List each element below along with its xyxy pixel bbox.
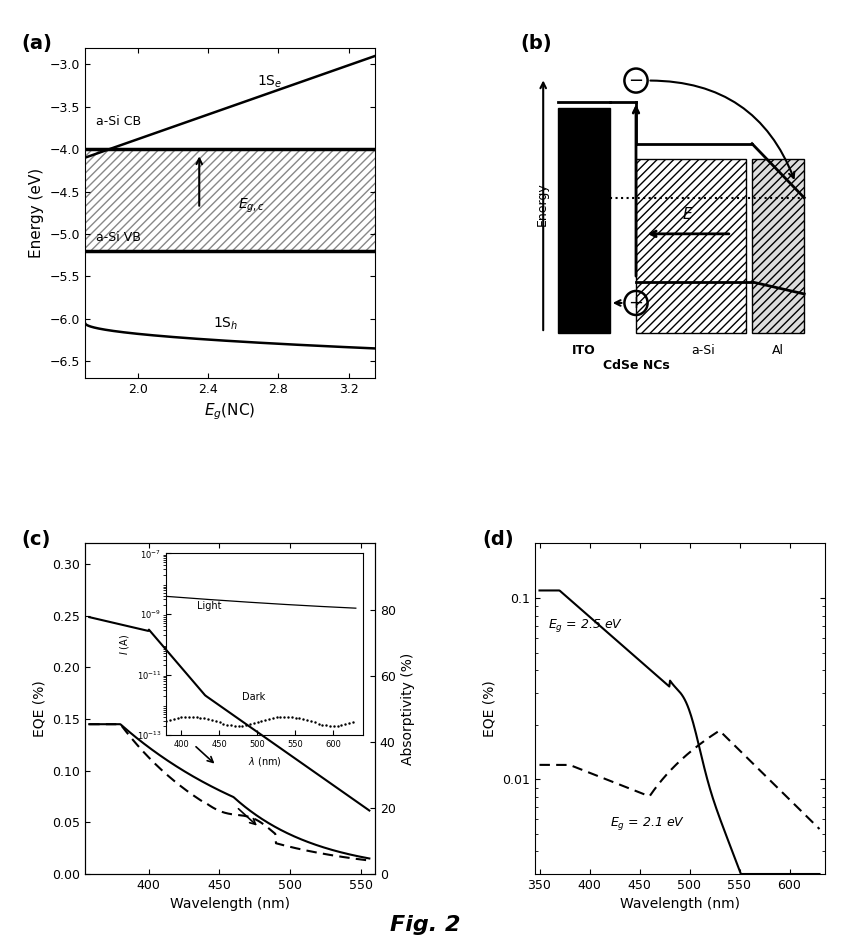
Text: −: − [628,71,643,89]
X-axis label: Wavelength (nm): Wavelength (nm) [620,898,740,911]
Y-axis label: Absorptivity (%): Absorptivity (%) [401,653,416,765]
Y-axis label: Energy (eV): Energy (eV) [29,168,44,257]
Text: +: + [628,294,643,312]
Y-axis label: EQE (%): EQE (%) [32,680,47,737]
Text: (c): (c) [21,530,51,549]
X-axis label: $E_g$(NC): $E_g$(NC) [204,402,256,422]
Text: Fig. 2: Fig. 2 [390,915,460,935]
Bar [558,107,610,333]
Bar [752,159,804,333]
Text: $E_g$ = 2.5 eV: $E_g$ = 2.5 eV [547,618,622,635]
Text: a-Si: a-Si [691,344,715,357]
Text: CdSe NCs: CdSe NCs [603,359,670,372]
Text: (b): (b) [520,34,552,53]
Text: a-Si VB: a-Si VB [95,231,140,244]
Bar [636,159,746,333]
Text: $E_{g,c}$: $E_{g,c}$ [238,197,265,215]
Text: a-Si CB: a-Si CB [95,116,140,128]
Text: 1S$_e$: 1S$_e$ [257,74,282,90]
Text: (d): (d) [482,530,514,549]
Text: (a): (a) [21,34,52,53]
Text: $E$: $E$ [683,206,694,221]
Text: ITO: ITO [572,344,596,357]
Y-axis label: EQE (%): EQE (%) [482,680,496,737]
Text: $E_g$ = 2.1 eV: $E_g$ = 2.1 eV [609,815,684,832]
Text: Al: Al [772,344,784,357]
X-axis label: Wavelength (nm): Wavelength (nm) [170,898,290,911]
Text: Energy: Energy [536,181,549,226]
Text: 1S$_h$: 1S$_h$ [213,315,238,332]
